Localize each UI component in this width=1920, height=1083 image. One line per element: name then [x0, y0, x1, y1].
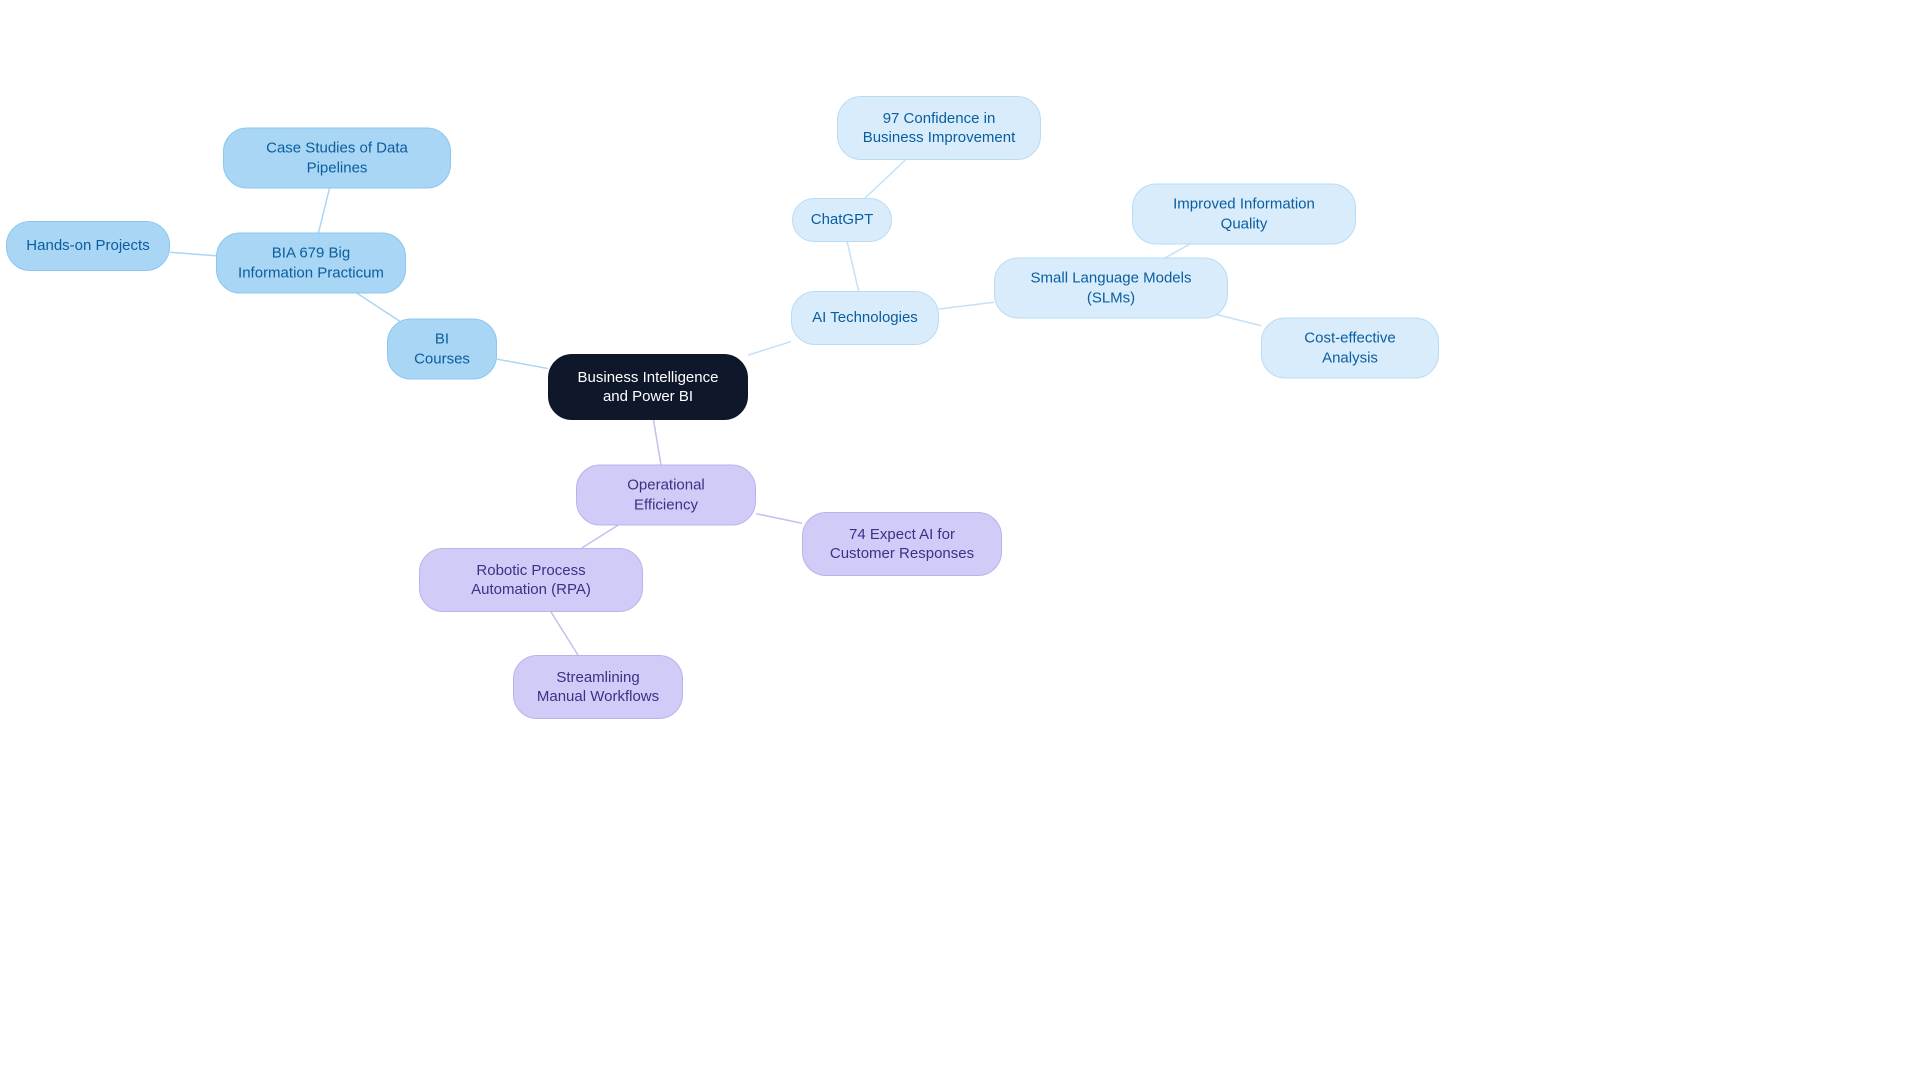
node-stream[interactable]: Streamlining Manual Workflows [513, 655, 683, 719]
node-ai74[interactable]: 74 Expect AI for Customer Responses [802, 512, 1002, 576]
node-ai_tech[interactable]: AI Technologies [791, 291, 939, 345]
edge-bia679-case [318, 183, 330, 233]
edge-rpa-stream [551, 612, 578, 655]
node-bi_courses[interactable]: BI Courses [387, 319, 497, 380]
node-rpa[interactable]: Robotic Process Automation (RPA) [419, 548, 643, 612]
node-conf97[interactable]: 97 Confidence in Business Improvement [837, 96, 1041, 160]
node-bia679[interactable]: BIA 679 Big Information Practicum [216, 233, 406, 294]
mindmap-canvas: Business Intelligence and Power BI BI Cou… [0, 0, 1920, 1083]
edge-ai_tech-slm [939, 302, 994, 309]
node-hands[interactable]: Hands-on Projects [6, 221, 170, 271]
edge-opeff-ai74 [756, 514, 802, 524]
node-slm[interactable]: Small Language Models (SLMs) [994, 258, 1228, 319]
edge-root-ai_tech [748, 342, 791, 356]
edge-bia679-hands [170, 252, 216, 256]
edge-root-opeff [654, 420, 662, 470]
edge-chatgpt-conf97 [865, 160, 905, 198]
node-opeff[interactable]: Operational Efficiency [576, 465, 756, 526]
node-cost[interactable]: Cost-effective Analysis [1261, 318, 1439, 379]
edge-slm-cost [1211, 313, 1261, 326]
node-quality[interactable]: Improved Information Quality [1132, 184, 1356, 245]
node-root[interactable]: Business Intelligence and Power BI [548, 354, 748, 420]
node-chatgpt[interactable]: ChatGPT [792, 198, 892, 242]
edge-ai_tech-chatgpt [847, 242, 859, 291]
edge-root-bi_courses [497, 359, 548, 368]
node-case[interactable]: Case Studies of Data Pipelines [223, 128, 451, 189]
